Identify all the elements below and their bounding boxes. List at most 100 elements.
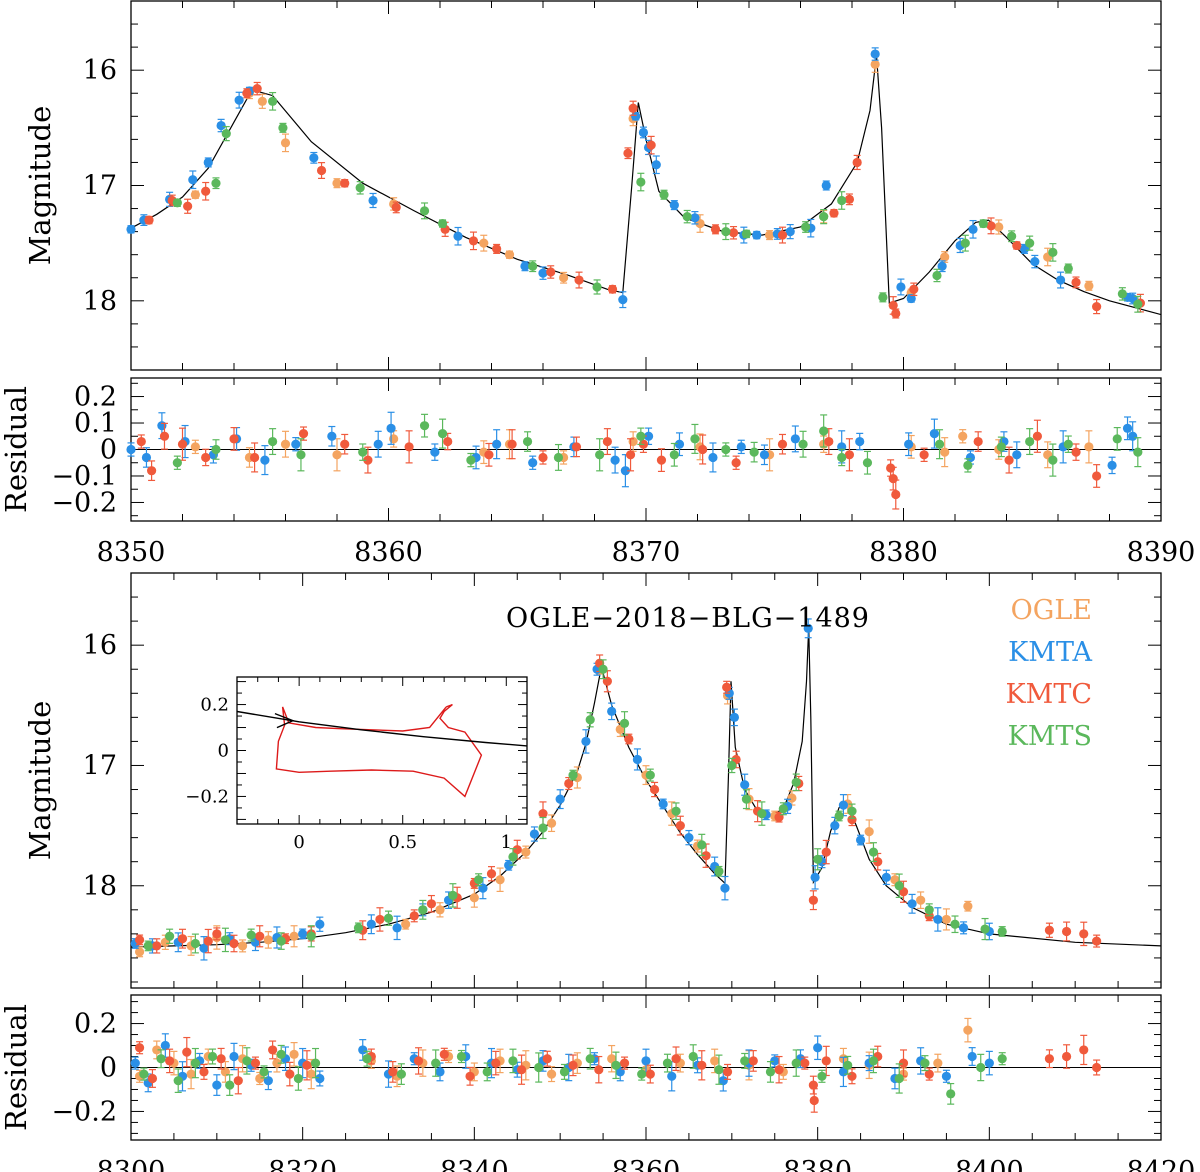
data-point <box>229 938 239 949</box>
data-point <box>631 111 641 121</box>
data-point <box>1063 263 1073 274</box>
data-point <box>619 1058 630 1068</box>
data-point <box>701 851 711 861</box>
data-point <box>389 434 399 444</box>
data-point <box>147 466 157 476</box>
data-point <box>426 899 437 909</box>
data-point <box>722 1067 733 1077</box>
data-point <box>929 429 940 439</box>
trajectory-arrow-icon <box>274 712 295 729</box>
data-point <box>418 905 428 915</box>
series-kmts <box>172 413 1143 477</box>
data-point <box>157 421 167 431</box>
series-kmta <box>126 47 1138 309</box>
series-kmts <box>143 659 1007 954</box>
data-point <box>813 854 823 864</box>
data-point <box>843 1060 853 1070</box>
data-point <box>607 1054 617 1064</box>
data-point <box>791 777 801 787</box>
data-point <box>521 847 531 857</box>
data-point <box>607 706 617 716</box>
data-point <box>791 1058 801 1068</box>
data-point <box>837 195 847 206</box>
x-tick-label: 8400 <box>955 1156 1024 1172</box>
data-point <box>924 905 934 915</box>
legend-entry-kmtc: KMTC <box>1006 679 1092 710</box>
data-point <box>1032 431 1042 441</box>
series-kmts <box>172 91 1143 313</box>
data-point <box>1071 447 1081 457</box>
data-point <box>302 1060 312 1070</box>
data-point <box>546 818 557 828</box>
y-tick-label: 0.2 <box>74 1009 117 1040</box>
data-point <box>837 452 847 463</box>
data-point <box>888 300 898 311</box>
data-point <box>332 450 342 460</box>
data-point <box>669 450 679 460</box>
data-point <box>409 911 419 921</box>
x-tick-label: 8350 <box>97 537 166 568</box>
data-point <box>229 434 239 444</box>
data-point <box>710 1056 720 1066</box>
data-point <box>834 811 844 821</box>
data-point <box>435 905 445 915</box>
data-point <box>363 455 373 465</box>
full-residual-panel: 0.2 0 −0.2 8300 8320 8340 8360 8380 8400 8420 Resi… <box>0 994 1195 1172</box>
data-point <box>144 215 154 225</box>
data-point <box>221 129 231 139</box>
data-point <box>491 1058 501 1068</box>
data-point <box>126 444 136 455</box>
data-point <box>649 784 660 795</box>
data-point <box>1117 289 1127 299</box>
data-point <box>847 814 857 825</box>
data-point <box>963 1025 973 1035</box>
data-point <box>413 1056 424 1066</box>
data-point <box>598 664 608 674</box>
data-point <box>289 1049 299 1059</box>
y-tick-label: 18 <box>83 286 117 317</box>
data-point <box>881 872 891 882</box>
data-point <box>714 1065 724 1075</box>
y-axis-title: Magnitude <box>23 701 57 861</box>
data-point <box>759 450 770 460</box>
data-point <box>933 1058 943 1068</box>
data-point <box>618 295 628 305</box>
data-point <box>482 1067 492 1077</box>
data-point <box>1084 281 1094 291</box>
x-tick-label: 8380 <box>869 537 938 568</box>
data-point <box>821 847 831 857</box>
data-point <box>809 1095 819 1106</box>
data-point <box>808 895 818 905</box>
data-point <box>211 178 221 188</box>
data-point <box>765 1067 776 1077</box>
data-point <box>862 458 873 468</box>
data-point <box>741 229 752 239</box>
data-point <box>697 840 707 850</box>
data-point <box>624 734 634 744</box>
data-point <box>741 794 752 804</box>
x-tick-label: 8300 <box>97 1156 166 1172</box>
data-point <box>190 1058 200 1068</box>
data-point <box>785 227 795 237</box>
data-point <box>581 736 591 747</box>
data-point <box>950 919 960 929</box>
data-point <box>298 929 308 939</box>
x-tick-label: 8380 <box>783 1156 852 1172</box>
data-point <box>233 1076 243 1086</box>
data-point <box>838 800 849 810</box>
data-point <box>190 938 200 949</box>
data-point <box>559 273 569 283</box>
data-point <box>516 1065 527 1075</box>
data-point <box>675 821 685 831</box>
data-point <box>177 934 188 944</box>
data-point <box>430 447 440 457</box>
data-point <box>824 436 834 447</box>
data-point <box>1128 431 1138 441</box>
data-point <box>718 1076 728 1086</box>
data-point <box>479 238 489 248</box>
x-tick-label: 8340 <box>440 1156 509 1172</box>
data-point <box>728 228 739 238</box>
inset-x-tick-label: 0 <box>293 832 304 853</box>
data-point <box>388 1067 398 1077</box>
data-point <box>147 1073 158 1084</box>
